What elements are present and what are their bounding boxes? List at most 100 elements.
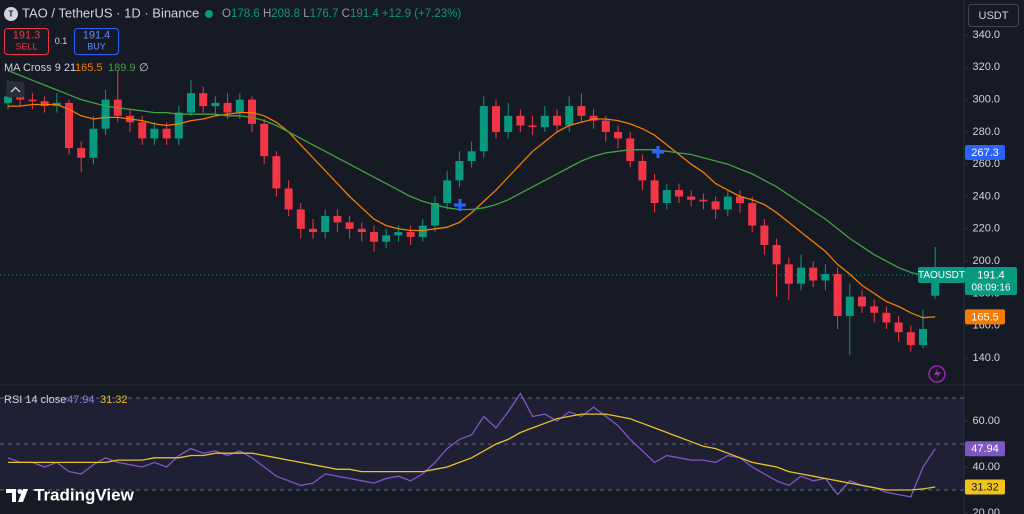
candle-body — [199, 93, 208, 107]
ohlc-value: 191.4 — [350, 8, 379, 20]
candle-body — [321, 215, 330, 233]
candle-body — [784, 264, 793, 284]
candle-body — [882, 312, 891, 323]
candle-body — [89, 128, 98, 158]
candle-body — [492, 106, 500, 132]
y-tick-label: 240.0 — [972, 190, 1000, 202]
currency: USDT — [979, 10, 1009, 22]
candle-body — [540, 115, 549, 128]
candle-body — [65, 102, 73, 149]
cross-marker — [454, 199, 466, 211]
candle-body — [650, 180, 659, 203]
sell-price: 191.3 — [13, 29, 41, 41]
candle-body — [248, 99, 256, 124]
y-tick-label: 320.0 — [972, 61, 1000, 73]
candle-body — [772, 244, 781, 265]
candle-body — [272, 156, 281, 189]
candle-body — [845, 296, 854, 317]
last-price-label: 191.4 — [977, 269, 1005, 281]
countdown: 08:09:16 — [972, 283, 1011, 294]
indicator-value: ∅ — [139, 62, 149, 74]
candle-body — [260, 123, 269, 157]
candle-body — [638, 161, 647, 181]
symbol-logo-glyph: T — [9, 10, 14, 19]
y-tick-label: 20.00 — [972, 507, 1000, 514]
sell-label: SELL — [15, 41, 37, 51]
price-tag-label: 47.94 — [971, 443, 999, 455]
candle-body — [919, 328, 927, 346]
candle-body — [28, 99, 37, 102]
indicator-value: 165.5 — [75, 62, 103, 74]
market-status — [205, 10, 213, 18]
candle-body — [797, 267, 805, 284]
currency-button[interactable] — [968, 4, 1019, 27]
y-tick-label: 260.0 — [972, 158, 1000, 170]
alert-glyph — [934, 368, 941, 380]
rsi-value: 47.94 — [67, 394, 95, 406]
logo-icon-dot — [17, 489, 23, 494]
buy-button[interactable] — [74, 28, 119, 55]
ohlc-key: H — [263, 8, 271, 20]
candle-body — [223, 102, 232, 113]
candle-body — [748, 202, 757, 226]
candle-body — [138, 122, 147, 139]
candle-body — [931, 275, 940, 296]
indicator-title: MA Cross 9 21 — [4, 62, 76, 74]
candle-body — [77, 148, 86, 158]
plot-layer: 140.0160.0180.0200.0220.0240.0260.0280.0… — [0, 29, 1017, 514]
candle-body — [101, 99, 110, 129]
candle-body — [516, 115, 525, 126]
candle-body — [675, 190, 683, 197]
y-tick-label: 220.0 — [972, 223, 1000, 235]
candle-body — [687, 196, 696, 200]
symbol-logo — [4, 7, 18, 21]
sell-button[interactable] — [4, 28, 49, 55]
candle-body — [162, 128, 171, 139]
candle-body — [16, 96, 25, 100]
buy-price: 191.4 — [83, 29, 111, 41]
logo-icon — [6, 489, 28, 502]
candle-body — [284, 188, 293, 210]
candle-body — [870, 306, 879, 313]
candle-body — [333, 215, 342, 223]
candle-body — [357, 228, 366, 233]
collapse-icon — [10, 86, 21, 93]
candle-body — [382, 235, 391, 242]
candle-body — [614, 131, 622, 139]
candle-body — [187, 93, 195, 113]
candle-body — [370, 232, 378, 242]
candle-body — [894, 322, 903, 333]
alert-icon[interactable] — [928, 365, 946, 383]
candle-body — [736, 196, 744, 203]
candle-body — [528, 125, 537, 128]
candle-body — [431, 202, 439, 226]
candle-body — [150, 128, 159, 139]
collapse-button[interactable] — [6, 81, 25, 98]
candle-body — [4, 96, 12, 103]
last-price-tag — [965, 267, 1017, 296]
indicator-value: 189.9 — [108, 62, 136, 74]
candle-body — [809, 267, 818, 281]
cross-marker — [652, 146, 664, 158]
rsi-value: 31.32 — [100, 394, 128, 406]
y-tick-label: 340.0 — [972, 29, 1000, 41]
price-tag-label: 267.3 — [971, 147, 999, 159]
rsi-pane — [0, 385, 964, 514]
price-tag — [965, 309, 1005, 325]
change: +12.9 (+7.23%) — [382, 8, 461, 20]
candle-body — [467, 151, 476, 162]
candle-body — [565, 106, 574, 126]
candle-body — [40, 101, 49, 107]
ohlc-value: 208.8 — [271, 8, 300, 20]
symbol-tag — [918, 267, 965, 284]
candle-body — [821, 274, 830, 281]
ohlc-value: 178.6 — [231, 8, 260, 20]
candle-body — [662, 190, 671, 203]
candle-body — [760, 225, 769, 245]
symbol-title: TAO / TetherUS · 1D · Binance — [22, 5, 199, 20]
candle-body — [577, 106, 586, 116]
candle-body — [553, 115, 561, 126]
ohlc-value: 176.7 — [310, 8, 339, 20]
candle-body — [723, 196, 732, 210]
